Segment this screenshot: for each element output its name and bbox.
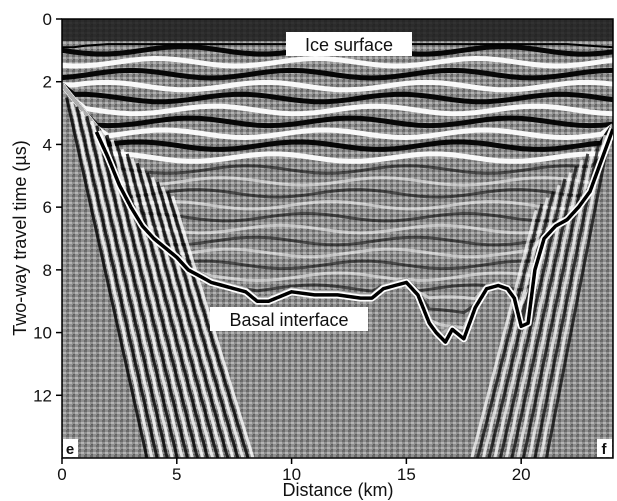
x-tick-label-0: 0 bbox=[57, 465, 66, 484]
series-layer bbox=[62, 43, 613, 346]
basal-label-box bbox=[210, 307, 368, 331]
x-axis-title: Distance (km) bbox=[282, 480, 393, 500]
y-tick-label-8: 8 bbox=[43, 261, 52, 280]
corner-label-e-box bbox=[63, 439, 78, 457]
ice-surface-line bbox=[62, 43, 613, 49]
y-tick-label-4: 4 bbox=[43, 135, 52, 154]
surface-label-box bbox=[286, 32, 412, 56]
corner-label-e: e bbox=[66, 441, 74, 458]
ice-surface-label: Ice surface bbox=[305, 35, 393, 55]
y-tick-label-2: 2 bbox=[43, 73, 52, 92]
x-axis: 0 5 10 15 20 bbox=[57, 458, 531, 484]
x-tick-label-15: 15 bbox=[397, 465, 416, 484]
y-axis-title: Two-way travel time (µs) bbox=[10, 140, 30, 335]
radargram-image bbox=[62, 19, 613, 458]
corner-label-f: f bbox=[602, 441, 608, 458]
y-tick-label-10: 10 bbox=[33, 324, 52, 343]
y-tick-label-0: 0 bbox=[43, 10, 52, 29]
basal-interface-line bbox=[94, 128, 613, 344]
corner-label-f-box bbox=[597, 439, 612, 457]
x-tick-label-5: 5 bbox=[172, 465, 181, 484]
x-tick-label-10: 10 bbox=[282, 465, 301, 484]
plot-frame bbox=[61, 18, 614, 459]
y-axis: 0 2 4 6 8 10 12 bbox=[33, 10, 62, 405]
y-tick-label-6: 6 bbox=[43, 198, 52, 217]
y-tick-label-12: 12 bbox=[33, 386, 52, 405]
surface-clutter bbox=[62, 19, 613, 41]
basal-interface-label: Basal interface bbox=[229, 310, 348, 330]
x-tick-label-20: 20 bbox=[512, 465, 531, 484]
